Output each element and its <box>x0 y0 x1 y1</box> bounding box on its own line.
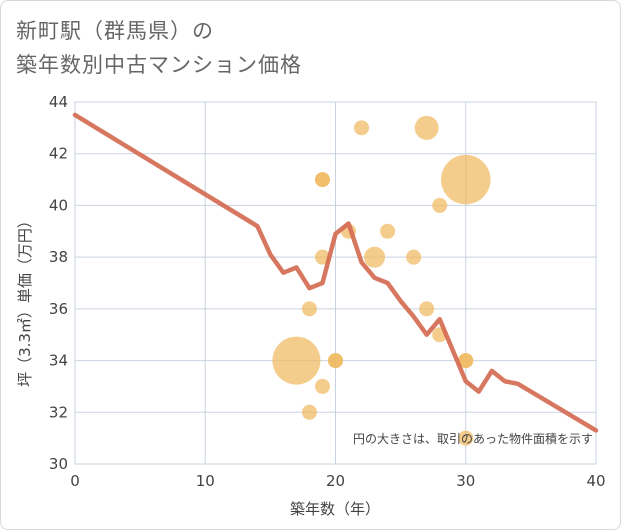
y-axis-label: 坪（3.3㎡）単価（万円） <box>16 213 34 387</box>
bubble-point <box>315 379 330 394</box>
bubble-point <box>415 116 439 140</box>
y-tick-label: 42 <box>49 145 68 163</box>
bubble-point <box>328 353 343 368</box>
y-tick-label: 44 <box>49 93 68 111</box>
bubble-point <box>406 250 421 265</box>
bubble-point <box>315 172 330 187</box>
bubble-point <box>354 120 369 135</box>
x-axis-label: 築年数（年） <box>290 500 380 518</box>
x-tick-label: 0 <box>70 472 80 490</box>
chart-svg: 0 10 20 30 40 30 32 34 36 38 40 42 44 築年数（年） 坪（3.3㎡）… <box>0 0 621 530</box>
y-tick-label: 34 <box>49 352 68 370</box>
bubble-point <box>432 198 447 213</box>
y-tick-label: 40 <box>49 196 68 214</box>
bubble-size-note: 円の大きさは、取引のあった物件面積を示す <box>353 431 593 446</box>
y-tick-label: 30 <box>49 455 68 473</box>
bubble-point <box>441 155 491 205</box>
bubble-point <box>302 405 317 420</box>
x-tick-label: 20 <box>326 472 345 490</box>
y-tick-label: 36 <box>49 300 68 318</box>
x-tick-label: 10 <box>196 472 215 490</box>
x-tick-label: 40 <box>586 472 605 490</box>
bubble-point <box>302 301 317 316</box>
bubble-point <box>364 247 385 268</box>
y-tick-label: 32 <box>49 403 68 421</box>
bubble-point <box>272 337 320 385</box>
y-tick-label: 38 <box>49 248 68 266</box>
bubble-point <box>380 224 395 239</box>
x-tick-label: 30 <box>456 472 475 490</box>
bubble-point <box>419 301 434 316</box>
